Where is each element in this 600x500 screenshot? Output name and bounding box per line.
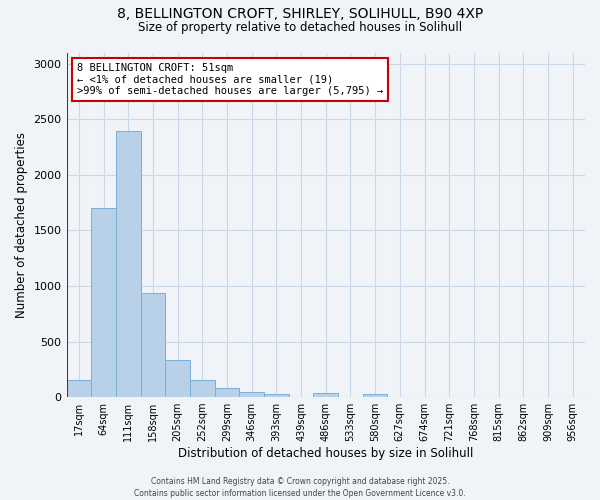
Bar	[190, 380, 215, 397]
Text: 8 BELLINGTON CROFT: 51sqm
← <1% of detached houses are smaller (19)
>99% of semi: 8 BELLINGTON CROFT: 51sqm ← <1% of detac…	[77, 63, 383, 96]
Text: 8, BELLINGTON CROFT, SHIRLEY, SOLIHULL, B90 4XP: 8, BELLINGTON CROFT, SHIRLEY, SOLIHULL, …	[117, 8, 483, 22]
Bar	[215, 388, 239, 397]
Bar	[338, 396, 363, 397]
X-axis label: Distribution of detached houses by size in Solihull: Distribution of detached houses by size …	[178, 447, 473, 460]
Text: Contains HM Land Registry data © Crown copyright and database right 2025.
Contai: Contains HM Land Registry data © Crown c…	[134, 476, 466, 498]
Y-axis label: Number of detached properties: Number of detached properties	[15, 132, 28, 318]
Bar	[140, 292, 165, 397]
Bar	[239, 392, 264, 397]
Bar	[91, 208, 116, 397]
Text: Size of property relative to detached houses in Solihull: Size of property relative to detached ho…	[138, 21, 462, 34]
Bar	[165, 360, 190, 397]
Bar	[313, 393, 338, 397]
Bar	[67, 380, 91, 397]
Bar	[363, 394, 388, 397]
Bar	[116, 132, 140, 397]
Bar	[289, 396, 313, 397]
Bar	[264, 394, 289, 397]
